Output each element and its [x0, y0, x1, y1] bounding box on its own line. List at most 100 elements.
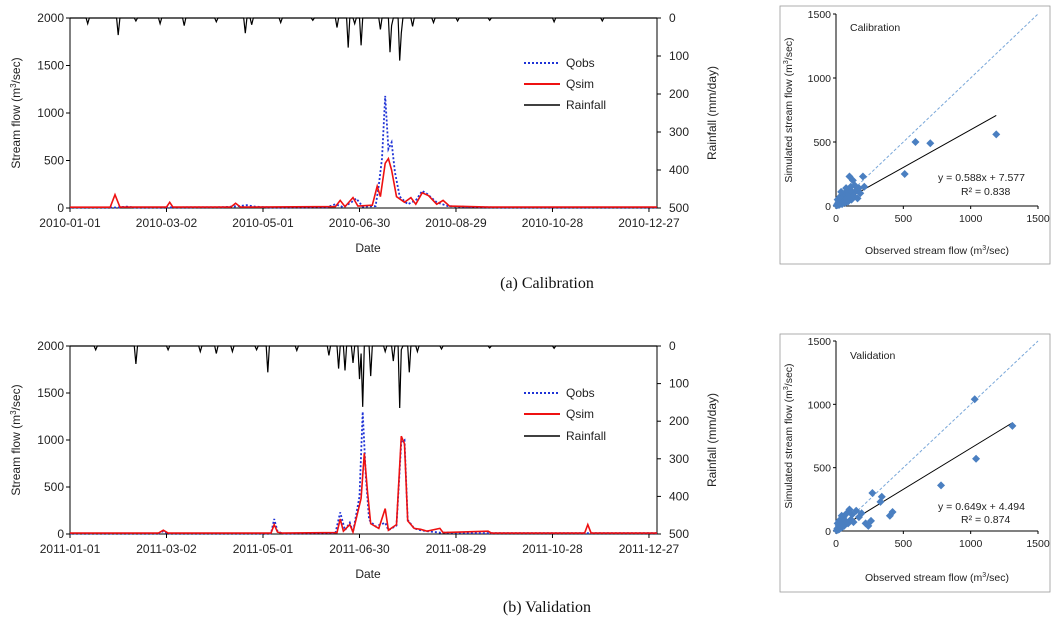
right-tick-label: 0 — [669, 339, 676, 353]
scatter-ticks: 00 500 500 1000 1000 1500 1500 — [808, 336, 1050, 550]
scatter-point — [860, 182, 869, 191]
left-axis-label: Stream flow (m3/sec) — [9, 57, 23, 168]
x-tick-label: 500 — [895, 213, 913, 225]
x-tick-label: 0 — [833, 538, 839, 550]
y-tick-label: 500 — [813, 463, 831, 475]
right-tick-label: 200 — [669, 87, 689, 101]
scatter-chart-calibration: 00 500 500 1000 1000 1500 1500 Calibration y =… — [779, 5, 1051, 265]
scatter-outer-frame — [779, 333, 1051, 593]
scatter-point — [972, 454, 981, 463]
y-tick-label: 1000 — [808, 73, 832, 85]
scatter-point — [911, 138, 920, 146]
right-axis-label: Rainfall (mm/day) — [705, 66, 719, 160]
left-axis-ticks: 0 500 1000 1500 2000 — [37, 11, 70, 215]
y-tick-label: 1500 — [808, 9, 832, 21]
right-axis-ticks: 0 100 200 300 400 500 — [657, 11, 689, 215]
scatter-title: Calibration — [850, 22, 900, 34]
x-tick-label: 2010-01-01 — [39, 216, 101, 230]
left-axis-ticks: 0 500 1000 1500 2000 — [37, 339, 70, 541]
qsim-series-line — [70, 156, 657, 208]
left-tick-label: 0 — [57, 201, 64, 215]
left-tick-label: 2000 — [37, 11, 64, 25]
qobs-series-line — [70, 95, 657, 209]
legend-rainfall-label: Rainfall — [566, 429, 606, 443]
scatter-title: Validation — [850, 350, 895, 362]
scatter-point — [856, 189, 865, 198]
x-tick-label: 2011-01-01 — [40, 542, 101, 556]
right-axis-ticks: 0 100 200 300 400 500 — [657, 339, 689, 541]
right-tick-label: 400 — [669, 489, 689, 503]
rainfall-series-line — [70, 17, 657, 61]
right-axis-label: Rainfall (mm/day) — [705, 393, 719, 487]
timeseries-chart-calibration: 0 500 1000 1500 2000 0 100 200 300 400 500 2010-0… — [9, 11, 719, 255]
regression-equation: y = 0.588x + 7.577 — [938, 172, 1025, 184]
x-tick-label: 2011-03-02 — [136, 542, 197, 556]
left-tick-label: 500 — [44, 480, 64, 494]
y-tick-label: 500 — [813, 137, 831, 149]
x-tick-label: 2011-05-01 — [233, 542, 294, 556]
left-tick-label: 0 — [57, 527, 64, 541]
timeseries-chart-validation: 0 500 1000 1500 2000 0 100 200 300 400 500 2011-0… — [9, 339, 719, 581]
one-to-one-line — [835, 340, 1039, 532]
scatter-point — [858, 172, 867, 181]
scatter-ticks: 00 500 500 1000 1000 1500 1500 — [808, 9, 1050, 225]
x-tick-label: 2010-06-30 — [329, 216, 391, 230]
caption-calibration: (a) Calibration — [500, 275, 594, 292]
scatter-point — [849, 518, 858, 527]
scatter-points — [832, 130, 1001, 210]
right-tick-label: 300 — [669, 125, 689, 139]
scatter-point — [837, 511, 846, 520]
scatter-point — [888, 508, 897, 516]
x-tick-label: 1000 — [959, 213, 983, 225]
scatter-points — [832, 395, 1017, 535]
regression-equation: y = 0.649x + 4.494 — [938, 501, 1025, 513]
right-tick-label: 400 — [669, 163, 689, 177]
left-tick-label: 1000 — [37, 106, 64, 120]
r-squared: R² = 0.838 — [961, 186, 1010, 198]
scatter-x-label: Observed stream flow (m3/sec) — [865, 572, 1009, 584]
right-tick-label: 100 — [669, 49, 689, 63]
left-tick-label: 2000 — [37, 339, 64, 353]
scatter-point — [877, 492, 886, 501]
x-tick-label: 2011-08-29 — [426, 542, 487, 556]
scatter-outer-frame — [779, 5, 1051, 265]
scatter-point — [992, 130, 1001, 139]
legend-qobs-label: Qobs — [566, 386, 595, 400]
x-tick-label: 2011-10-28 — [522, 542, 583, 556]
scatter-point — [836, 521, 845, 530]
legend-rainfall-label: Rainfall — [566, 98, 606, 112]
right-tick-label: 100 — [669, 377, 689, 391]
scatter-point — [867, 516, 876, 525]
legend: Qobs Qsim Rainfall — [524, 56, 606, 112]
legend-qobs-label: Qobs — [566, 56, 595, 70]
rainfall-series-line — [70, 345, 657, 409]
y-tick-label: 0 — [825, 201, 831, 213]
qsim-series-line — [70, 435, 657, 535]
x-tick-label: 2011-06-30 — [329, 542, 390, 556]
x-axis-ticks: 2010-01-01 2010-03-02 2010-05-01 2010-06-30… — [39, 208, 680, 230]
scatter-y-label: Simulated stream flow (m3/sec) — [783, 37, 795, 182]
scatter-point — [970, 395, 979, 404]
one-to-one-line — [835, 13, 1039, 207]
caption-validation: (b) Validation — [503, 599, 591, 616]
right-tick-label: 500 — [669, 527, 689, 541]
plot-frame — [69, 17, 658, 209]
scatter-point — [1008, 421, 1017, 430]
x-tick-label: 2010-05-01 — [232, 216, 294, 230]
scatter-point — [837, 187, 846, 196]
x-tick-label: 1500 — [1026, 538, 1050, 550]
x-tick-label: 2010-03-02 — [136, 216, 198, 230]
x-tick-label: 2010-12-27 — [618, 216, 680, 230]
x-axis-label: Date — [355, 241, 381, 255]
scatter-point — [868, 489, 877, 497]
trend-line — [835, 115, 997, 206]
left-axis-label: Stream flow (m3/sec) — [9, 384, 23, 495]
scatter-chart-validation: 00 500 500 1000 1000 1500 1500 Validation y = … — [779, 333, 1051, 593]
right-tick-label: 300 — [669, 452, 689, 466]
scatter-x-label: Observed stream flow (m3/sec) — [865, 245, 1009, 257]
x-tick-label: 1500 — [1026, 213, 1050, 225]
x-axis-ticks: 2011-01-01 2011-03-02 2011-05-01 2011-06-30… — [40, 534, 680, 556]
scatter-point — [857, 509, 866, 518]
x-tick-label: 1000 — [959, 538, 983, 550]
